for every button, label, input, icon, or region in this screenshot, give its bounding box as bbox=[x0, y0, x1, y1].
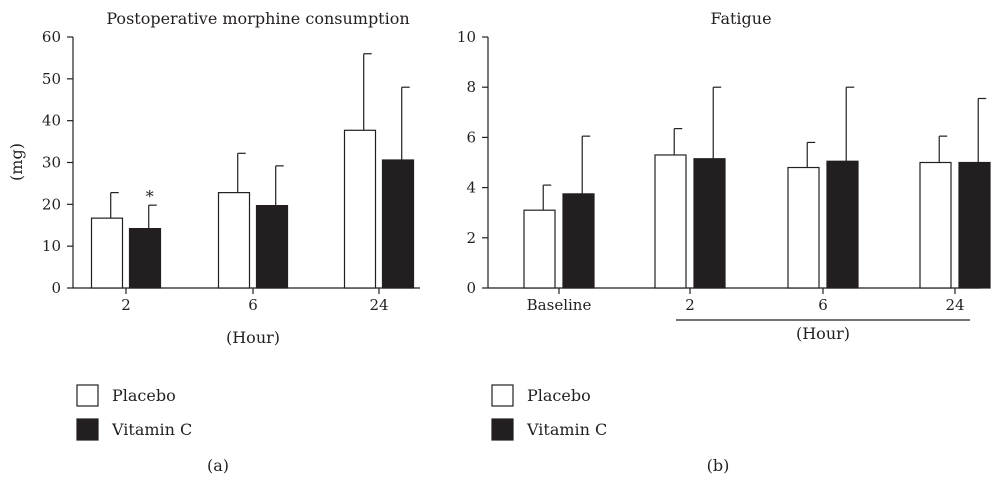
panel-a-bar-vitamin-c-2 bbox=[128, 227, 162, 289]
legend-placebo-swatch bbox=[491, 384, 514, 407]
panel-b-y-tick-label: 4 bbox=[466, 179, 476, 197]
panel-b-y-tick-label: 8 bbox=[466, 78, 476, 96]
panel-b-y-tick-label: 10 bbox=[457, 28, 476, 46]
legend-placebo-swatch bbox=[76, 384, 99, 407]
panel-a-bar-placebo-2 bbox=[90, 217, 124, 289]
legend-placebo-label: Placebo bbox=[527, 386, 591, 405]
panel-b-legend: Placebo Vitamin C bbox=[491, 384, 607, 441]
panel-a-y-tick-label: 20 bbox=[42, 195, 61, 213]
panel-b-y-tick-label: 6 bbox=[466, 128, 476, 146]
panel-a-bar-placebo-24 bbox=[343, 129, 377, 289]
panel-b-y-tick-label: 2 bbox=[466, 229, 476, 247]
panel-a-y-tick-label: 40 bbox=[42, 112, 61, 130]
panel-b-bar-vitamin-c-6 bbox=[826, 160, 859, 289]
panel-a-y-tick-label: 60 bbox=[42, 28, 61, 46]
panel-a-x-tick-label: 24 bbox=[369, 296, 388, 314]
legend-vitamin-c-label: Vitamin C bbox=[111, 420, 192, 439]
panel-b-bar-placebo-2 bbox=[654, 154, 687, 289]
panel-b-bars bbox=[523, 86, 991, 289]
legend-vitamin-c-swatch bbox=[76, 418, 99, 441]
panel-b-bar-vitamin-c-24 bbox=[958, 161, 991, 289]
legend-vitamin-c-swatch bbox=[491, 418, 514, 441]
panel-b-x-axis-label: (Hour) bbox=[796, 324, 850, 343]
panel-b-bar-vitamin-c-2 bbox=[693, 158, 726, 289]
panel-a-x-axis-label: (Hour) bbox=[226, 328, 280, 347]
panel-a-legend: Placebo Vitamin C bbox=[76, 384, 192, 441]
legend-placebo-label: Placebo bbox=[112, 386, 176, 405]
panel-b-x-tick-label: 6 bbox=[818, 296, 828, 314]
panel-a-bar-vitamin-c-6 bbox=[255, 204, 289, 289]
panel-a-bars: * bbox=[90, 53, 415, 289]
panel-b-y-tick-label: 0 bbox=[466, 279, 476, 297]
panel-a-x-tick-label: 6 bbox=[248, 296, 258, 314]
panel-b-title: Fatigue bbox=[710, 9, 771, 28]
panel-a-axes: 0 10 20 30 40 50 60 2 6 24 bbox=[42, 28, 420, 314]
panel-a-bar-vitamin-c-24 bbox=[381, 159, 415, 289]
panel-a-title: Postoperative morphine consumption bbox=[106, 9, 409, 28]
panel-a-y-tick-label: 0 bbox=[51, 279, 61, 297]
panel-a-label: (a) bbox=[207, 456, 229, 475]
panel-a-bar-placebo-6 bbox=[217, 192, 251, 289]
panel-b-bar-vitamin-c-baseline bbox=[562, 193, 595, 289]
panel-a-significance-star: * bbox=[146, 187, 154, 206]
legend-vitamin-c-label: Vitamin C bbox=[526, 420, 607, 439]
panel-a-y-tick-label: 10 bbox=[42, 237, 61, 255]
panel-a-y-tick-label: 50 bbox=[42, 70, 61, 88]
panel-b-x-tick-label: Baseline bbox=[527, 296, 592, 314]
panel-b-x-tick-label: 2 bbox=[685, 296, 695, 314]
panel-a: Postoperative morphine consumption (mg) … bbox=[7, 9, 420, 475]
panel-b-bar-placebo-baseline bbox=[523, 209, 556, 289]
panel-b-bar-placebo-6 bbox=[787, 166, 820, 289]
panel-b-label: (b) bbox=[707, 456, 730, 475]
panel-a-y-tick-label: 30 bbox=[42, 154, 61, 172]
panel-a-x-tick-label: 2 bbox=[121, 296, 131, 314]
panel-a-y-axis-label: (mg) bbox=[7, 143, 26, 181]
panel-b-bar-placebo-24 bbox=[919, 161, 952, 289]
panel-b-x-tick-label: 24 bbox=[945, 296, 964, 314]
